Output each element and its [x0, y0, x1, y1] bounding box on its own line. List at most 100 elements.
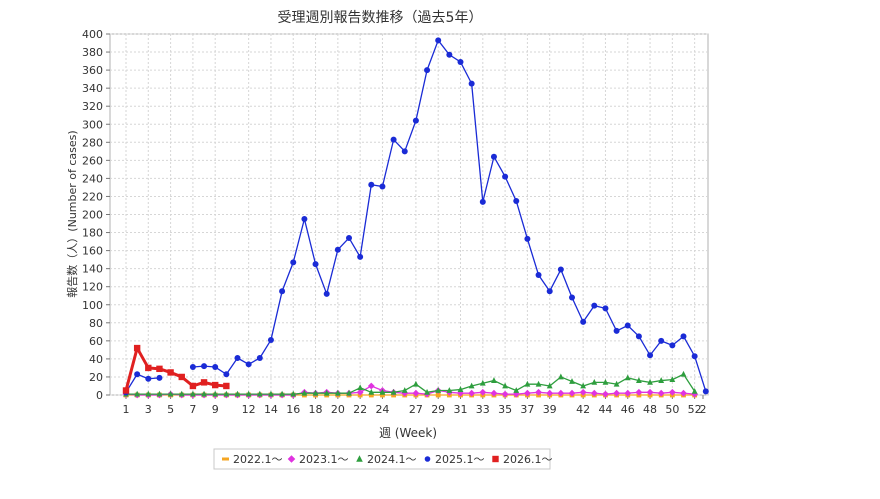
y-tick-label: 340	[82, 82, 103, 95]
y-tick-label: 280	[82, 136, 103, 149]
data-point	[657, 389, 665, 397]
data-point	[435, 392, 441, 398]
x-tick-label: 48	[643, 403, 657, 416]
data-point	[145, 390, 152, 397]
data-point	[613, 380, 620, 387]
x-tick-label: 9	[212, 403, 219, 416]
data-point	[390, 388, 397, 395]
data-point	[579, 388, 587, 396]
series-line	[124, 346, 227, 391]
data-point	[524, 380, 531, 387]
legend-marker	[356, 455, 363, 462]
data-point	[658, 337, 665, 344]
data-point	[390, 136, 397, 143]
data-point	[435, 387, 442, 393]
data-point	[156, 365, 163, 373]
legend-box	[213, 448, 551, 470]
data-point	[457, 58, 464, 65]
series-group	[123, 37, 709, 396]
data-point	[502, 173, 509, 180]
data-point	[479, 198, 486, 205]
y-tick-label: 200	[82, 209, 103, 222]
data-point	[479, 379, 486, 386]
y-tick-label: 400	[82, 28, 103, 41]
legend: 2022.1～ 2023.1～ 2024.1～ 2025.1～ 2026.1～	[213, 448, 553, 470]
data-point	[424, 388, 430, 395]
data-point	[524, 235, 531, 242]
x-tick-label: 37	[520, 403, 534, 416]
x-tick-label: 27	[409, 403, 423, 416]
data-point	[290, 390, 297, 397]
data-point	[368, 392, 374, 398]
data-point	[323, 290, 330, 297]
data-point	[122, 387, 130, 394]
x-tick-label: 3	[145, 403, 152, 416]
y-tick-label: 260	[82, 154, 103, 167]
data-point	[580, 382, 587, 389]
x-tick-label: 14	[264, 403, 278, 416]
data-point	[590, 389, 598, 397]
data-point	[279, 390, 285, 397]
x-tick-label: 16	[286, 403, 300, 416]
data-point	[680, 333, 687, 340]
data-point	[279, 288, 286, 295]
data-point	[356, 388, 364, 396]
x-tick-label: 39	[543, 403, 557, 416]
data-point	[189, 364, 196, 371]
data-point	[647, 352, 654, 359]
data-point	[513, 197, 520, 204]
data-point	[646, 388, 654, 396]
data-point	[312, 261, 319, 268]
data-point	[412, 117, 419, 124]
data-point	[446, 51, 453, 58]
data-point	[346, 389, 352, 396]
series-line	[125, 373, 160, 393]
data-point	[234, 354, 241, 361]
data-point	[190, 390, 196, 397]
data-point	[223, 390, 230, 397]
data-point	[457, 386, 464, 392]
data-point	[691, 353, 698, 360]
data-point	[189, 382, 197, 390]
y-tick-label: 140	[82, 263, 103, 276]
data-point	[546, 389, 554, 397]
y-tick-label: 40	[89, 353, 103, 366]
data-point	[468, 389, 476, 397]
data-point	[357, 384, 364, 391]
data-point	[524, 389, 531, 397]
x-tick-label: 18	[309, 403, 323, 416]
data-point	[412, 389, 420, 397]
legend-label: 2024.1～	[367, 453, 417, 466]
y-tick-label: 320	[82, 100, 103, 113]
x-tick-label: 50	[665, 403, 679, 416]
x-tick-label: 22	[353, 403, 367, 416]
data-point	[212, 364, 219, 371]
data-point	[368, 388, 375, 395]
series-line	[126, 373, 696, 395]
data-point	[669, 342, 676, 349]
data-point	[167, 390, 174, 397]
data-point	[647, 378, 653, 385]
data-point	[602, 390, 609, 398]
x-tick-label: 12	[242, 403, 256, 416]
x-tick-label: 5	[167, 403, 174, 416]
data-point	[201, 390, 207, 397]
y-tick-label: 220	[82, 190, 103, 203]
data-point	[167, 369, 174, 376]
data-point	[268, 390, 274, 397]
data-point	[245, 390, 252, 397]
series-line	[125, 385, 695, 396]
y-tick-label: 380	[82, 46, 103, 59]
data-point	[201, 363, 208, 370]
data-point	[479, 388, 487, 396]
data-point	[413, 380, 419, 387]
data-point	[134, 371, 141, 378]
data-point	[424, 67, 431, 74]
data-point	[357, 253, 364, 260]
data-point	[591, 302, 598, 309]
x-tick-label: 24	[375, 403, 389, 416]
y-axis-label: 報告数（人）(Number of cases)	[66, 130, 79, 297]
legend-marker	[492, 455, 499, 463]
